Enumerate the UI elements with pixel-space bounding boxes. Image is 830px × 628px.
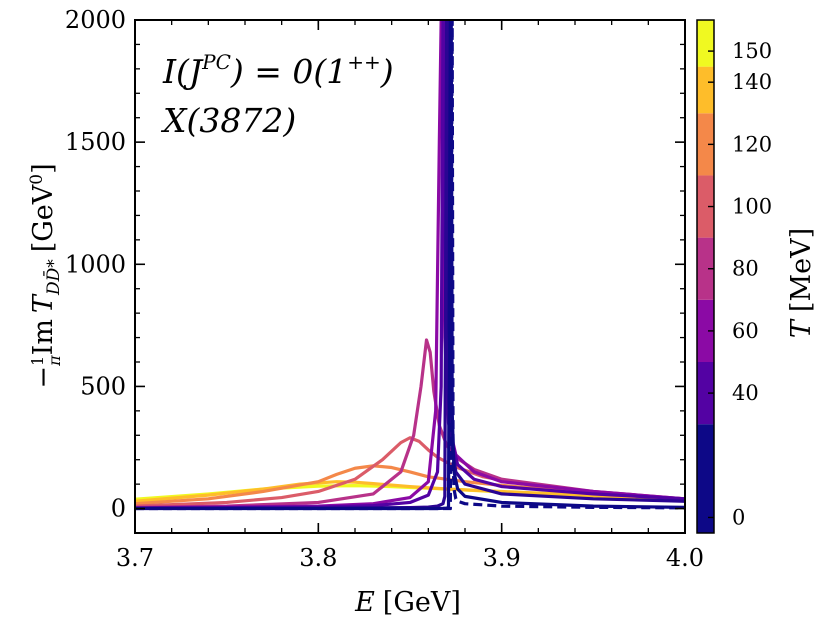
- colorbar-tick-label: 0: [732, 505, 745, 529]
- colorbar-tick-label: 80: [732, 257, 759, 281]
- colorbar-band-2: [697, 299, 714, 362]
- svg-text:−1πImTDD̄*[GeV0]: −1πImTDD̄*[GeV0]: [27, 163, 64, 388]
- series-line-2: [135, 20, 685, 510]
- x-tick-label: 3.7: [116, 544, 154, 572]
- x-tick-label: 3.8: [299, 544, 337, 572]
- colorbar-band-6: [697, 66, 714, 114]
- annotation-state: X(3872): [160, 101, 296, 140]
- plot-frame: [134, 19, 686, 534]
- colorbar-band-4: [697, 175, 714, 238]
- y-tick-label: 1000: [65, 250, 126, 278]
- series-line-4: [135, 20, 685, 510]
- y-tick-label: 500: [80, 372, 126, 400]
- annotation-quantum-numbers: I(JPC) = 0(1++): [162, 50, 394, 91]
- y-axis-title: −1πImTDD̄*[GeV0]: [27, 163, 64, 388]
- svg-text:T[MeV]: T[MeV]: [786, 228, 817, 338]
- plot-lines: [135, 20, 685, 511]
- colorbar: [697, 20, 714, 533]
- colorbar-ticks: 0 40 60 80 100 120 140 150: [708, 39, 772, 529]
- colorbar-band-7: [697, 20, 714, 67]
- series-line-8: [135, 480, 685, 503]
- y-tick-label: 2000: [65, 6, 126, 34]
- colorbar-tick-label: 60: [732, 319, 759, 343]
- colorbar-band-5: [697, 113, 714, 176]
- x-axis-title: E [GeV]: [354, 587, 461, 618]
- series-line-5: [135, 338, 685, 509]
- colorbar-tick-label: 140: [732, 70, 772, 94]
- series-line-0: [135, 20, 685, 511]
- series-line-3: [135, 20, 685, 510]
- y-tick-label: 1500: [65, 128, 126, 156]
- colorbar-tick-label: 120: [732, 132, 772, 156]
- colorbar-tick-label: 100: [732, 195, 772, 219]
- colorbar-band-1: [697, 362, 714, 425]
- series-line-1: [135, 20, 685, 511]
- x-tick-label: 4.0: [666, 544, 704, 572]
- colorbar-title: T[MeV]: [786, 228, 817, 338]
- axis-ticks: 3.7 3.8 3.9 4.0 0 500 1000 1500 2000: [65, 6, 704, 572]
- colorbar-band-3: [697, 237, 714, 300]
- y-tick-label: 0: [111, 495, 126, 523]
- colorbar-tick-label: 150: [732, 39, 772, 63]
- x-tick-label: 3.9: [483, 544, 521, 572]
- colorbar-band-0: [697, 424, 714, 533]
- colorbar-frame: [696, 19, 715, 534]
- colorbar-tick-label: 40: [732, 381, 759, 405]
